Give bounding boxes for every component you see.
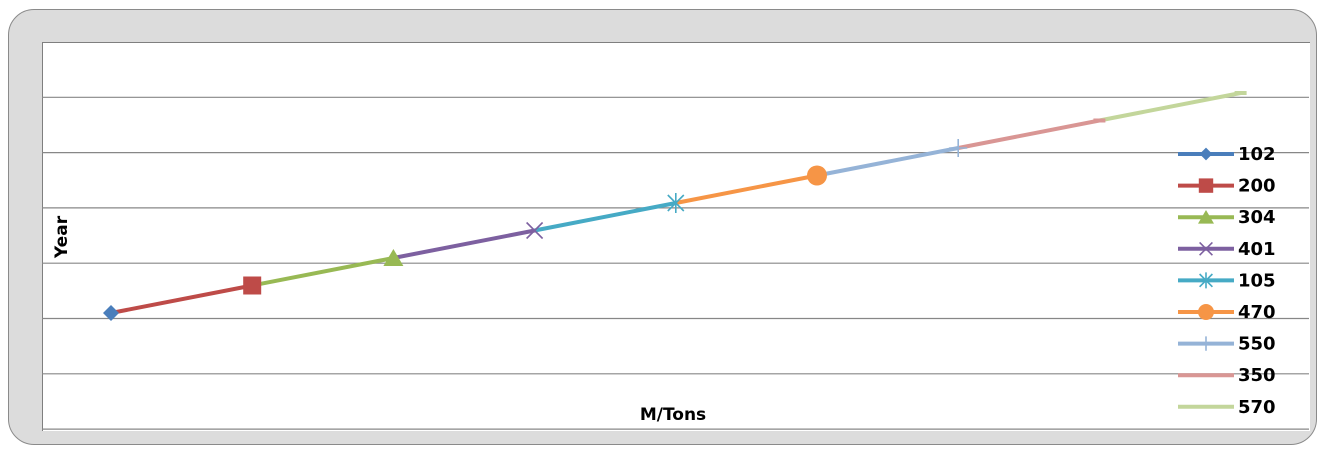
legend-marker-105 [1199,272,1213,289]
legend-label-550: 550 [1238,334,1276,355]
legend: 102 200 304 401 105 470 550 350 570 [1178,144,1276,418]
legend-label-401: 401 [1238,239,1276,260]
series-line-550 [816,146,959,178]
series-line-570 [1099,91,1241,123]
y-axis-title: Year [52,215,72,259]
data-markers [103,91,1247,321]
series-line-401 [393,228,535,260]
data-point-102 [103,305,119,321]
legend-label-102: 102 [1238,144,1276,165]
legend-marker-200 [1198,178,1214,193]
plot-area [42,42,1310,431]
legend-marker-550 [1198,336,1214,351]
data-point-105 [667,193,685,213]
series-line-304 [251,256,394,288]
legend-label-350: 350 [1238,365,1276,386]
series-line-200 [110,283,253,315]
legend-marker-102 [1199,147,1213,161]
series-line-350 [957,118,1100,150]
legend-marker-304 [1198,210,1214,224]
series-line-470 [675,173,818,205]
legend-label-570: 570 [1238,397,1276,418]
data-point-200 [243,276,262,295]
data-point-470 [807,165,827,186]
data-point-550 [949,139,968,157]
x-axis-title: M/Tons [640,405,706,425]
gridlines [42,96,1309,430]
series-lines [110,91,1241,315]
legend-label-105: 105 [1238,270,1276,291]
legend-marker-470 [1198,304,1214,320]
data-point-304 [383,249,404,266]
legend-label-470: 470 [1238,302,1276,323]
legend-label-304: 304 [1238,207,1276,228]
data-point-401 [526,221,544,240]
legend-marker-401 [1199,241,1213,256]
legend-label-200: 200 [1238,176,1276,197]
series-line-105 [534,201,677,233]
